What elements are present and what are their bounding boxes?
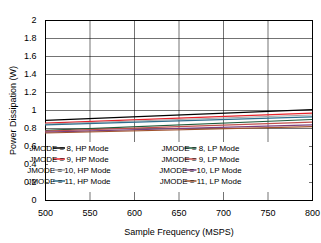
svg-text:0.8: 0.8 (24, 123, 37, 133)
svg-text:JMODE = 10, LP Mode: JMODE = 10, LP Mode (159, 166, 242, 175)
svg-text:JMODE = 9, LP Mode: JMODE = 9, LP Mode (162, 155, 240, 164)
svg-text:0: 0 (31, 195, 36, 205)
svg-text:700: 700 (216, 208, 231, 218)
svg-text:Sample Frequency (MSPS): Sample Frequency (MSPS) (124, 227, 234, 237)
svg-text:750: 750 (260, 208, 275, 218)
svg-text:800: 800 (305, 208, 320, 218)
svg-text:1.6: 1.6 (24, 51, 37, 61)
svg-text:1.4: 1.4 (24, 69, 37, 79)
svg-text:550: 550 (82, 208, 97, 218)
svg-text:JMODE = 10, HP Mode: JMODE = 10, HP Mode (27, 166, 111, 175)
svg-text:2: 2 (31, 15, 36, 25)
svg-text:JMODE = 8, LP Mode: JMODE = 8, LP Mode (162, 144, 240, 153)
svg-text:1.2: 1.2 (24, 87, 37, 97)
svg-text:600: 600 (127, 208, 142, 218)
svg-text:500: 500 (38, 208, 53, 218)
svg-text:JMODE = 9, HP Mode: JMODE = 9, HP Mode (29, 155, 109, 164)
svg-text:JMODE = 11, LP Mode: JMODE = 11, LP Mode (160, 177, 242, 186)
svg-text:1: 1 (31, 105, 36, 115)
svg-text:JMODE = 11, HP Mode: JMODE = 11, HP Mode (27, 177, 111, 186)
svg-text:1.8: 1.8 (24, 33, 37, 43)
svg-text:Power Dissipation (W): Power Dissipation (W) (8, 66, 18, 155)
svg-text:650: 650 (171, 208, 186, 218)
svg-text:JMODE = 8, HP Mode: JMODE = 8, HP Mode (29, 144, 109, 153)
